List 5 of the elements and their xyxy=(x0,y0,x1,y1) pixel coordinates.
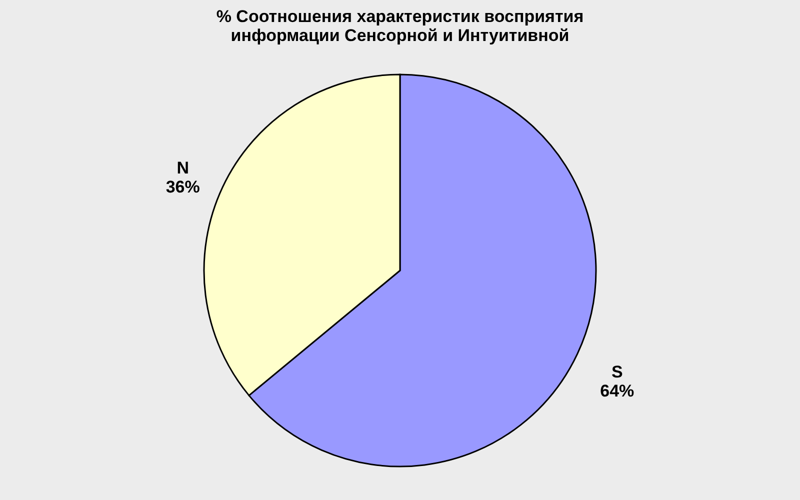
chart-title: % Соотношения характеристик восприятия информации Сенсорной и Интуитивной xyxy=(216,7,584,45)
slice-label: S xyxy=(611,362,623,382)
data-label: 36% xyxy=(166,177,200,196)
data-label: 64% xyxy=(600,382,634,401)
slice-label: N xyxy=(176,158,189,178)
